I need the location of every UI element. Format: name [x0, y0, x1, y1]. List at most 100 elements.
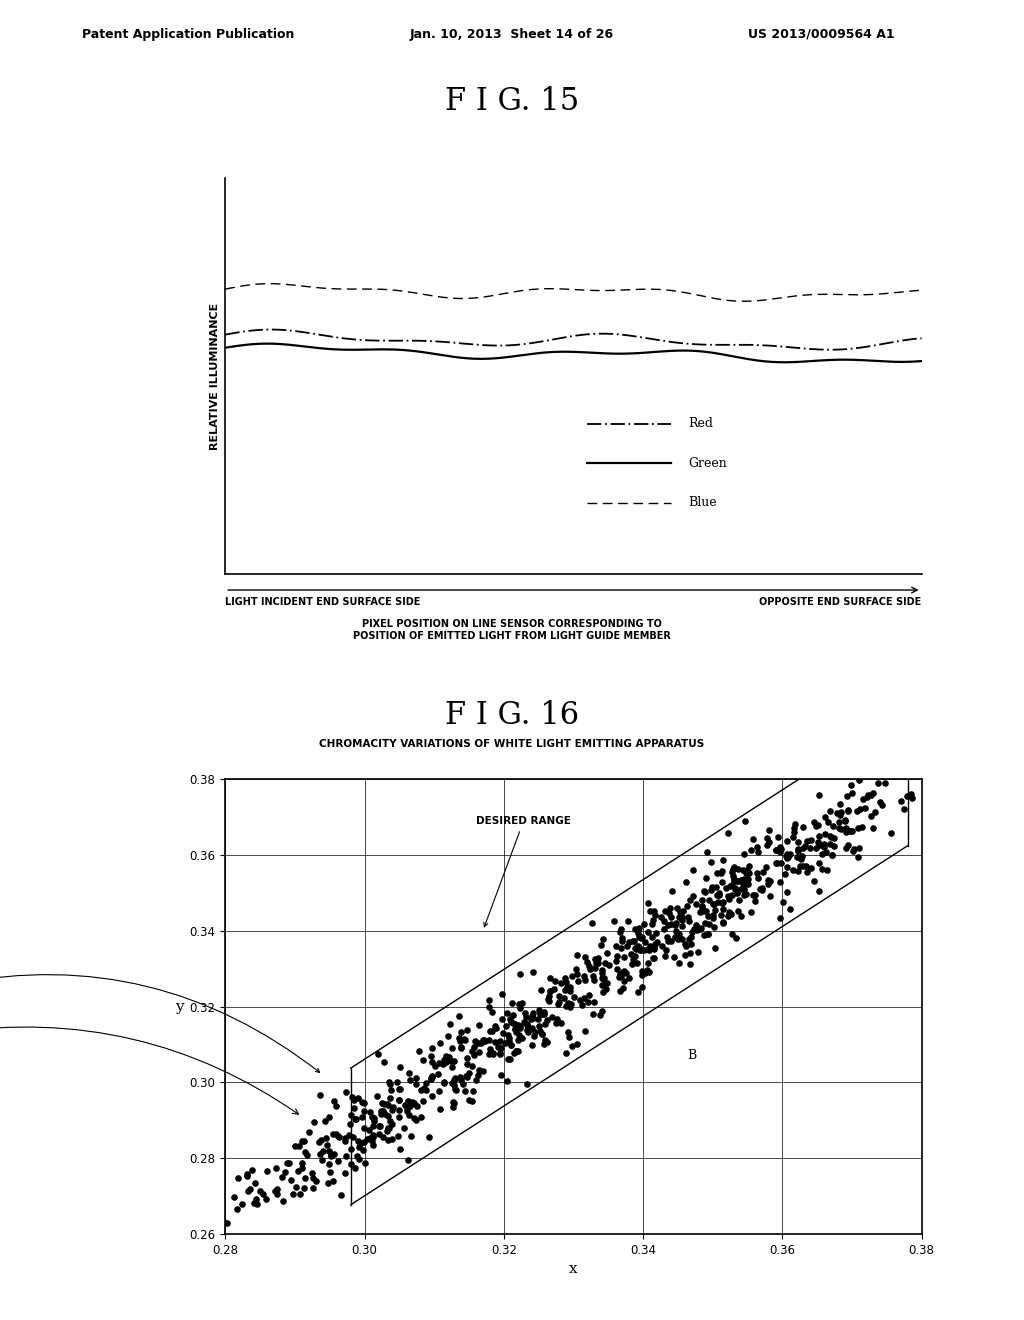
- Point: [706, 917, 722, 939]
- Point: [634, 965, 650, 986]
- Point: [724, 924, 740, 945]
- Point: [703, 876, 720, 898]
- Point: [896, 799, 912, 820]
- Point: [380, 1129, 396, 1150]
- Point: [445, 1069, 462, 1090]
- Point: [501, 1027, 517, 1048]
- Point: [691, 902, 708, 923]
- Point: [750, 867, 766, 888]
- Point: [816, 833, 833, 854]
- Point: [551, 986, 567, 1007]
- Point: [438, 1051, 455, 1072]
- Text: F I G. 16: F I G. 16: [445, 700, 579, 730]
- Point: [653, 907, 670, 928]
- Point: [342, 1154, 358, 1175]
- Point: [729, 882, 745, 903]
- Point: [671, 953, 687, 974]
- Point: [668, 912, 684, 933]
- Point: [727, 879, 743, 900]
- Point: [581, 991, 597, 1012]
- Point: [695, 900, 712, 921]
- Point: [770, 826, 786, 847]
- Point: [786, 813, 803, 834]
- Point: [294, 1130, 310, 1151]
- Point: [649, 932, 666, 953]
- Point: [447, 1078, 464, 1100]
- Point: [341, 1125, 357, 1146]
- Point: [453, 1069, 469, 1090]
- Point: [754, 878, 770, 899]
- Point: [510, 1040, 526, 1061]
- Point: [444, 1097, 461, 1118]
- Point: [436, 1072, 453, 1093]
- Point: [470, 1015, 486, 1036]
- Point: [833, 801, 849, 822]
- Point: [446, 1067, 463, 1088]
- Point: [454, 1038, 470, 1059]
- Point: [736, 810, 753, 832]
- Point: [550, 994, 566, 1015]
- Point: [611, 981, 628, 1002]
- Point: [353, 1133, 370, 1154]
- Point: [383, 1080, 399, 1101]
- Point: [698, 900, 715, 921]
- Point: [522, 1008, 539, 1030]
- Point: [585, 965, 601, 986]
- Point: [469, 1032, 485, 1053]
- Point: [380, 1105, 396, 1126]
- Point: [327, 1143, 343, 1164]
- Point: [502, 1008, 518, 1030]
- Point: [621, 909, 637, 931]
- Point: [607, 935, 624, 956]
- Point: [865, 783, 882, 804]
- Point: [769, 853, 785, 874]
- Point: [424, 1038, 440, 1059]
- Point: [640, 939, 656, 960]
- Point: [535, 1003, 551, 1024]
- Point: [415, 1049, 431, 1071]
- Point: [375, 1101, 391, 1122]
- Point: [621, 931, 637, 952]
- Point: [813, 843, 829, 865]
- Point: [531, 1002, 548, 1023]
- Point: [584, 912, 600, 933]
- Point: [247, 1172, 263, 1193]
- Point: [430, 1063, 446, 1084]
- Point: [645, 948, 662, 969]
- Point: [608, 958, 625, 979]
- Point: [413, 1080, 429, 1101]
- Point: [507, 1019, 523, 1040]
- Point: [444, 1038, 461, 1059]
- Point: [312, 1143, 329, 1164]
- Point: [749, 863, 765, 884]
- Point: [269, 1183, 286, 1204]
- Point: [547, 970, 563, 991]
- Point: [457, 1080, 473, 1101]
- Point: [691, 919, 708, 940]
- Point: [685, 886, 701, 907]
- Text: Red: Red: [688, 417, 714, 430]
- Point: [384, 1113, 400, 1134]
- Point: [342, 1114, 358, 1135]
- Point: [639, 892, 655, 913]
- Point: [218, 1213, 234, 1234]
- Point: [640, 921, 656, 942]
- Point: [739, 859, 756, 880]
- Point: [647, 923, 664, 944]
- Point: [471, 1059, 487, 1080]
- Point: [761, 832, 777, 853]
- Point: [254, 1184, 270, 1205]
- Point: [453, 1036, 469, 1057]
- Point: [481, 997, 498, 1018]
- Point: [904, 787, 921, 808]
- Point: [715, 911, 731, 932]
- Point: [798, 855, 814, 876]
- Point: [406, 1107, 422, 1129]
- Point: [562, 977, 579, 998]
- Point: [346, 1097, 362, 1118]
- Point: [486, 1031, 503, 1052]
- Point: [740, 869, 757, 890]
- Point: [540, 1031, 556, 1052]
- Point: [655, 919, 672, 940]
- Point: [715, 892, 731, 913]
